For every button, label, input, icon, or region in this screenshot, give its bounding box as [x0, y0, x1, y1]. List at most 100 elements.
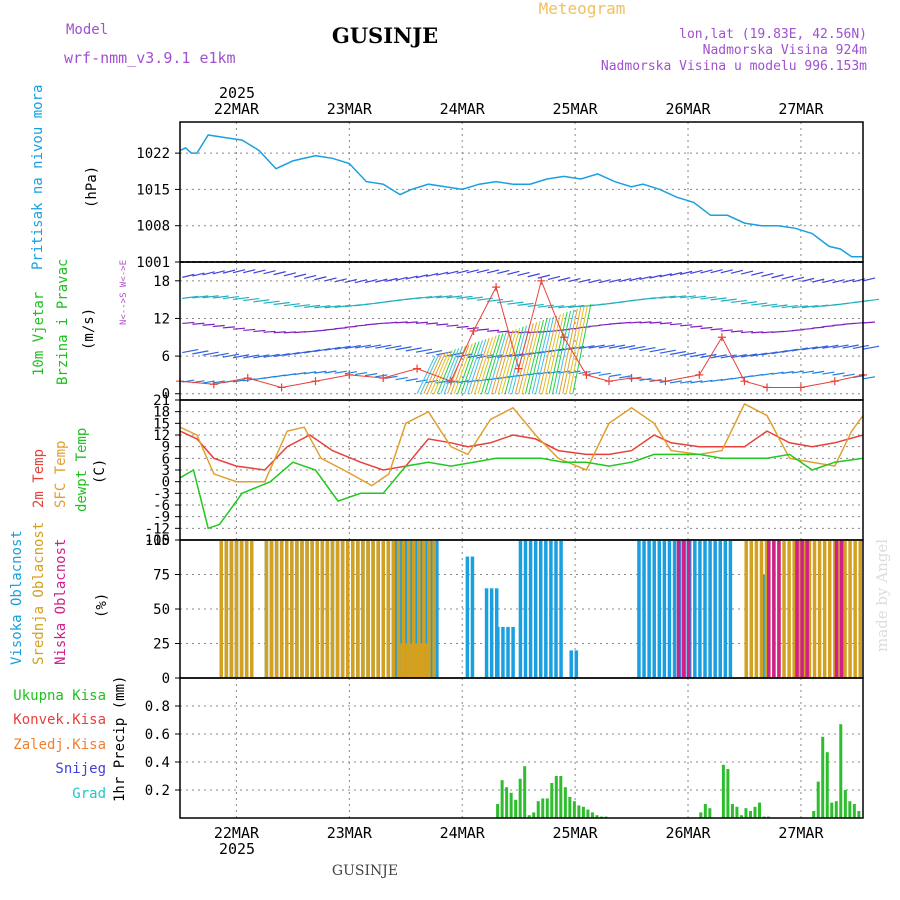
cloud-bar-visoka — [523, 540, 528, 678]
wind-barb — [801, 305, 819, 309]
wind-barb — [832, 372, 845, 376]
wind-barb — [598, 344, 615, 349]
cloud-bar-visoka — [409, 540, 414, 678]
wind-barb — [598, 323, 611, 326]
cloud-bar-srednja — [406, 540, 411, 678]
wind-barb — [253, 354, 270, 359]
wind-barb — [649, 348, 666, 353]
y-tick-label: 3 — [162, 463, 170, 479]
wind-barb — [740, 353, 758, 358]
cloud-bar-srednja — [787, 540, 791, 678]
precip-bar — [577, 805, 581, 818]
wind-barb — [812, 326, 825, 329]
precip-bar — [532, 812, 536, 818]
pressure-ylabel: Pritisak na nivou mora — [30, 85, 46, 270]
wind-barb — [375, 322, 388, 325]
wind-barb — [304, 371, 317, 375]
panels: 1001100810151022061218-15-12-9-6-3036912… — [136, 121, 880, 819]
wind-barb — [588, 324, 601, 328]
wind-barb — [832, 344, 849, 349]
cloud-labels: Visoka Oblacnost Srednja Oblacnost Niska… — [9, 522, 110, 665]
wind-barb — [822, 325, 835, 328]
precip-bar — [541, 798, 545, 818]
precip-bar — [703, 804, 707, 818]
cloud-bar-srednja — [325, 540, 330, 678]
cloud-bar-visoka — [657, 540, 662, 678]
wind-barb — [232, 269, 246, 274]
wind-barb — [273, 271, 286, 276]
precip-bar — [699, 812, 703, 818]
cloud-bar-niska — [686, 540, 691, 678]
cloud-bar-visoka — [544, 540, 548, 678]
top-day-label: 27MAR — [778, 100, 824, 118]
wind-speed-point — [717, 333, 726, 342]
wind-barb — [456, 325, 469, 329]
wind-barb — [555, 309, 575, 394]
wind-barb — [700, 379, 713, 383]
precip-ylabel: 1hr Precip (mm) — [112, 676, 128, 802]
wind-barb — [541, 314, 561, 394]
wind-barb — [212, 352, 229, 357]
bottom-day-label: 26MAR — [665, 824, 711, 842]
cloud-bar-visoka — [718, 540, 722, 678]
wind-barb — [314, 329, 327, 332]
cloud-bar-visoka — [647, 540, 651, 678]
cloud-bar-visoka — [693, 540, 697, 678]
wind-barb — [324, 370, 337, 374]
wind-barb — [528, 318, 548, 394]
wind-barb — [680, 295, 697, 299]
wind-barb — [212, 295, 229, 299]
cloud-bar-visoka — [404, 540, 409, 678]
top-day-label: 26MAR — [665, 100, 711, 118]
wind-barb — [558, 305, 575, 309]
panel-frame — [179, 677, 864, 819]
wind-barb — [243, 269, 256, 274]
wind-barb — [822, 279, 835, 284]
wind-speed-point — [446, 377, 455, 386]
cloud-bar-srednja — [244, 540, 249, 678]
wind-barb — [801, 370, 815, 374]
cloud-bar-srednja — [427, 540, 431, 678]
cloud-bar-srednja — [425, 643, 430, 678]
cloud-bar-srednja — [754, 540, 759, 678]
cloud-bar-visoka — [642, 540, 646, 678]
wind-barb — [283, 272, 297, 277]
wind-barb — [801, 327, 815, 331]
cloud-ylabel-low: Niska Oblacnost — [53, 539, 69, 665]
wind-barb — [517, 302, 534, 306]
wind-barb — [659, 322, 672, 325]
cloud-bar-visoka — [465, 556, 470, 678]
precip-bar — [753, 806, 757, 818]
cloud-bar-srednja — [817, 540, 822, 678]
model-name: wrf-nmm_v3.9.1 e1km — [64, 49, 236, 67]
wind-barb — [669, 323, 683, 326]
wind-barb — [588, 371, 601, 375]
wind-barb — [283, 351, 300, 357]
wind-barb — [629, 321, 642, 324]
wind-barb — [547, 275, 561, 281]
wind-barb — [334, 278, 347, 283]
wind-barb — [304, 274, 317, 280]
y-tick-label: -6 — [153, 498, 170, 514]
wind-barb — [460, 341, 480, 394]
cloud-bar-visoka — [703, 540, 707, 678]
cloud-ylabel-mid: Srednja Oblacnost — [31, 522, 47, 665]
wind-barb — [669, 295, 687, 299]
wind-barb — [293, 372, 307, 376]
wind-barb — [192, 295, 209, 299]
series-line-sfc-temp — [179, 402, 864, 487]
wind-speed-point — [537, 276, 546, 285]
cloud-bar-srednja — [396, 540, 401, 678]
wind-barb — [791, 305, 808, 309]
wind-barb — [862, 345, 880, 350]
wind-barb — [375, 374, 388, 378]
wind-barb — [527, 273, 540, 278]
wind-barb — [440, 348, 460, 394]
cloud-bar-srednja — [351, 540, 355, 678]
y-tick-label: 12 — [153, 428, 170, 444]
cloud-bar-srednja — [376, 540, 380, 678]
precip-bar — [550, 783, 554, 818]
cloud-bar-visoka — [430, 540, 434, 678]
wind-barb — [558, 308, 578, 394]
wind-barb — [568, 304, 585, 309]
